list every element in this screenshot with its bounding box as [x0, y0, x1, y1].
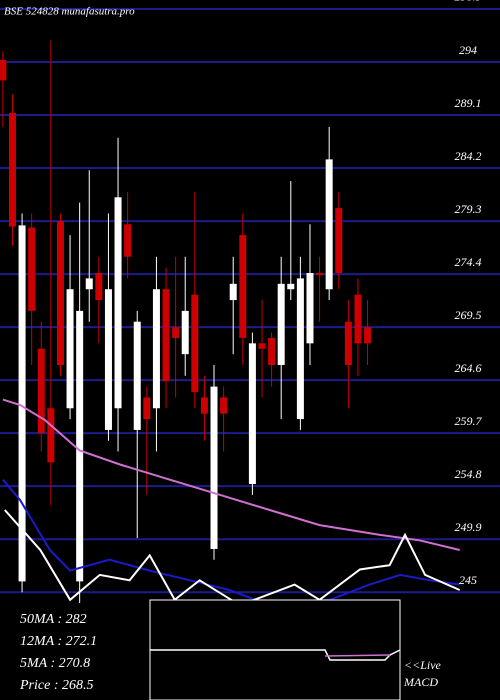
candle-body — [152, 289, 160, 409]
candle-body — [229, 283, 237, 301]
candle-body — [325, 159, 333, 290]
candle-body — [306, 273, 314, 344]
candle-body — [354, 294, 362, 344]
ma-line — [2, 398, 460, 551]
y-tick-label: 284.2 — [455, 149, 482, 163]
candle-body — [28, 227, 36, 311]
candle-body — [143, 397, 151, 420]
candle-body — [258, 343, 266, 349]
candle-body — [66, 289, 74, 409]
candle-body — [200, 397, 208, 414]
candle-body — [296, 278, 304, 420]
info-label: 50MA : 282 — [20, 612, 87, 627]
candle-body — [18, 225, 26, 582]
macd-panel — [149, 599, 401, 700]
candle-body — [191, 294, 199, 393]
y-tick-label: 249.9 — [455, 520, 482, 534]
candle-body — [76, 310, 84, 582]
candle-body — [8, 112, 16, 227]
y-tick-label: 294 — [459, 43, 477, 57]
candle-body — [344, 321, 352, 365]
candle-body — [316, 273, 324, 276]
candle-body — [172, 327, 180, 338]
y-tick-label: 245 — [459, 573, 477, 587]
candle-body — [114, 197, 122, 409]
candle-body — [85, 278, 93, 290]
macd-signal — [324, 654, 391, 657]
info-label: Price : 268.5 — [19, 678, 93, 693]
candle-body — [268, 337, 276, 365]
candle-body — [162, 289, 170, 382]
candle-body — [47, 408, 55, 463]
macd-label: <<Live — [404, 658, 442, 672]
candle-body — [239, 235, 247, 338]
candle-body — [133, 321, 141, 430]
y-tick-label: 289.1 — [455, 96, 482, 110]
macd-label: MACD — [403, 675, 438, 689]
candle-body — [220, 397, 228, 414]
y-tick-label: 254.8 — [455, 467, 482, 481]
candle-body — [0, 59, 7, 81]
candle-body — [181, 310, 189, 355]
candle-body — [210, 386, 218, 549]
candle-body — [56, 221, 64, 365]
candle-body — [124, 224, 132, 257]
y-tick-label: 279.3 — [455, 202, 482, 216]
ma-line — [4, 509, 461, 607]
info-label: 5MA : 270.8 — [20, 656, 90, 671]
y-tick-label: 269.5 — [455, 308, 482, 322]
candle-body — [364, 327, 372, 344]
chart-title: BSE 524828 munafasutra.pro — [4, 6, 135, 18]
y-tick-label: 264.6 — [455, 361, 482, 375]
candle-body — [335, 208, 343, 274]
candle-body — [95, 273, 103, 301]
candle-body — [277, 283, 285, 365]
candle-body — [287, 283, 295, 290]
candle-body — [37, 348, 45, 434]
macd-line — [150, 649, 401, 661]
info-label: 12MA : 272.1 — [20, 634, 97, 649]
y-tick-label: 274.4 — [455, 255, 482, 269]
candle-body — [104, 289, 112, 430]
y-tick-label: 259.7 — [455, 414, 483, 428]
grid — [0, 7, 500, 594]
ma-line — [2, 479, 460, 607]
candle-body — [248, 343, 256, 485]
y-tick-label: 298.9 — [455, 0, 482, 4]
marks — [0, 40, 461, 607]
